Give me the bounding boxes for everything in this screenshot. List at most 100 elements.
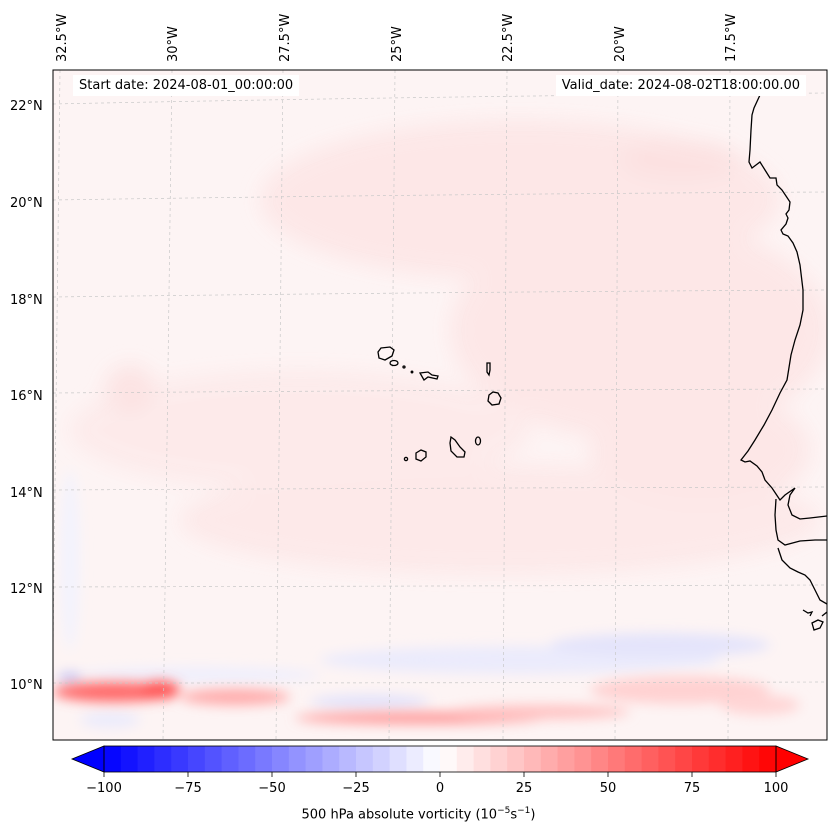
colorbar-segment xyxy=(456,746,475,772)
colorbar-segment xyxy=(322,746,340,772)
colorbar-extend-max xyxy=(775,745,810,773)
colorbar-title-exp2: −1 xyxy=(517,806,531,816)
lat-label: 10°N xyxy=(10,678,43,693)
colorbar-tick-label: −50 xyxy=(258,781,285,796)
band-south-ext xyxy=(450,705,630,719)
colorbar-segment xyxy=(137,746,155,772)
colorbar-segment xyxy=(389,746,407,772)
colorbar-segment xyxy=(238,746,256,772)
colorbar-segment xyxy=(725,746,743,772)
colorbar-tick-label: −25 xyxy=(342,781,369,796)
colorbar-segment xyxy=(591,746,609,772)
vorticity-field xyxy=(53,70,827,740)
colorbar-tick-label: 100 xyxy=(764,781,789,796)
island-branco xyxy=(410,370,414,374)
cape-verde-islands xyxy=(377,346,502,462)
colorbar-title-suffix: ) xyxy=(530,807,536,823)
island-sao-vicente xyxy=(389,359,399,367)
colorbar-tick-label: −75 xyxy=(174,781,201,796)
lat-label: 14°N xyxy=(10,486,43,501)
lon-label: 32.5°W xyxy=(55,14,70,62)
lon-label: 27.5°W xyxy=(278,14,293,62)
colorbar-tick-label: 0 xyxy=(436,781,444,796)
colorbar-tick-label: −100 xyxy=(86,781,122,796)
island-santa-luzia xyxy=(402,365,406,369)
colorbar-segment xyxy=(624,746,643,772)
island-sal xyxy=(486,362,491,377)
colorbar-segment xyxy=(524,746,542,772)
african-coastline xyxy=(740,94,827,631)
colorbar-tick-label: 50 xyxy=(600,781,617,796)
colorbar-segment xyxy=(339,746,357,772)
colorbar-segment xyxy=(272,746,290,772)
colorbar-segment xyxy=(692,746,710,772)
colorbar-segment xyxy=(759,746,777,772)
island-fogo xyxy=(415,449,427,462)
lon-label: 25°W xyxy=(390,26,405,62)
colorbar-segment xyxy=(188,746,206,772)
colorbar-segments xyxy=(104,746,777,772)
lon-label: 20°W xyxy=(613,26,628,62)
colorbar-tick-label: 75 xyxy=(684,781,701,796)
band-west-2 xyxy=(180,689,290,705)
colorbar-segment xyxy=(608,746,626,772)
colorbar-segment xyxy=(557,746,575,772)
colorbar: −100 −75 −50 −25 0 25 50 75 100 xyxy=(70,745,810,796)
valid-date-label: Valid_date: 2024-08-02T18:00:00.00 xyxy=(555,75,806,96)
colorbar-segment xyxy=(288,746,307,772)
colorbar-segment xyxy=(171,746,189,772)
map-frame xyxy=(52,69,828,741)
colorbar-segment xyxy=(574,746,592,772)
island-santo-antao xyxy=(377,346,395,361)
colorbar-tick-label: 25 xyxy=(516,781,533,796)
colorbar-segment xyxy=(305,746,323,772)
colorbar-title-exp1: −5 xyxy=(497,806,511,816)
colorbar-extend-min xyxy=(70,745,105,773)
island-santiago xyxy=(449,435,466,458)
island-sao-nicolau xyxy=(418,371,439,381)
colorbar-segment xyxy=(255,746,273,772)
lon-label: 22.5°W xyxy=(501,14,516,62)
lat-label: 22°N xyxy=(10,99,43,114)
colorbar-ticks: −100 −75 −50 −25 0 25 50 75 100 xyxy=(86,772,788,796)
strong-positive-bands xyxy=(53,676,800,724)
colorbar-segment xyxy=(675,746,693,772)
island-brava xyxy=(403,456,409,462)
longitude-labels: 32.5°W 30°W 27.5°W 25°W 22.5°W 20°W 17.5… xyxy=(55,14,739,62)
colorbar-segment xyxy=(372,746,391,772)
latitude-labels: 22°N 20°N 18°N 16°N 14°N 12°N 10°N xyxy=(10,99,43,693)
colorbar-segment xyxy=(406,746,424,772)
band-east xyxy=(590,676,770,704)
lat-label: 20°N xyxy=(10,196,43,211)
colorbar-segment xyxy=(440,746,458,772)
lat-label: 16°N xyxy=(10,389,43,404)
colorbar-segment xyxy=(154,746,172,772)
colorbar-title-mid: s xyxy=(510,807,518,823)
colorbar-segment xyxy=(473,746,491,772)
band-west-peak xyxy=(140,681,180,699)
colorbar-segment xyxy=(641,746,659,772)
colorbar-segment xyxy=(120,746,139,772)
colorbar-title-prefix: 500 hPa absolute vorticity (10 xyxy=(301,807,498,823)
lon-label: 30°W xyxy=(166,26,181,62)
colorbar-segment xyxy=(204,746,223,772)
lat-label: 18°N xyxy=(10,293,43,308)
lat-label: 12°N xyxy=(10,582,43,597)
colorbar-segment xyxy=(507,746,525,772)
graticule xyxy=(53,70,827,740)
colorbar-segment xyxy=(423,746,441,772)
island-boa-vista xyxy=(487,391,502,406)
colorbar-segment xyxy=(356,746,374,772)
colorbar-segment xyxy=(221,746,239,772)
start-date-label: Start date: 2024-08-01_00:00:00 xyxy=(73,75,300,96)
colorbar-segment xyxy=(490,746,508,772)
colorbar-segment xyxy=(742,746,760,772)
weak-positive-regions xyxy=(70,120,827,575)
colorbar-segment xyxy=(708,746,727,772)
colorbar-title: 500 hPa absolute vorticity (10−5s−1) xyxy=(0,806,837,822)
island-maio xyxy=(474,436,482,446)
colorbar-segment xyxy=(540,746,559,772)
lon-label: 17.5°W xyxy=(724,14,739,62)
weak-negative-regions xyxy=(58,470,770,728)
